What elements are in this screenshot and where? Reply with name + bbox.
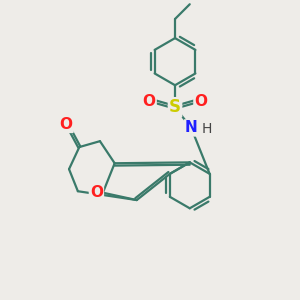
Text: O: O	[60, 117, 73, 132]
Text: S: S	[169, 98, 181, 116]
Text: O: O	[90, 185, 103, 200]
Text: N: N	[185, 120, 198, 135]
Text: O: O	[142, 94, 156, 109]
Text: H: H	[202, 122, 212, 136]
Text: O: O	[194, 94, 207, 109]
